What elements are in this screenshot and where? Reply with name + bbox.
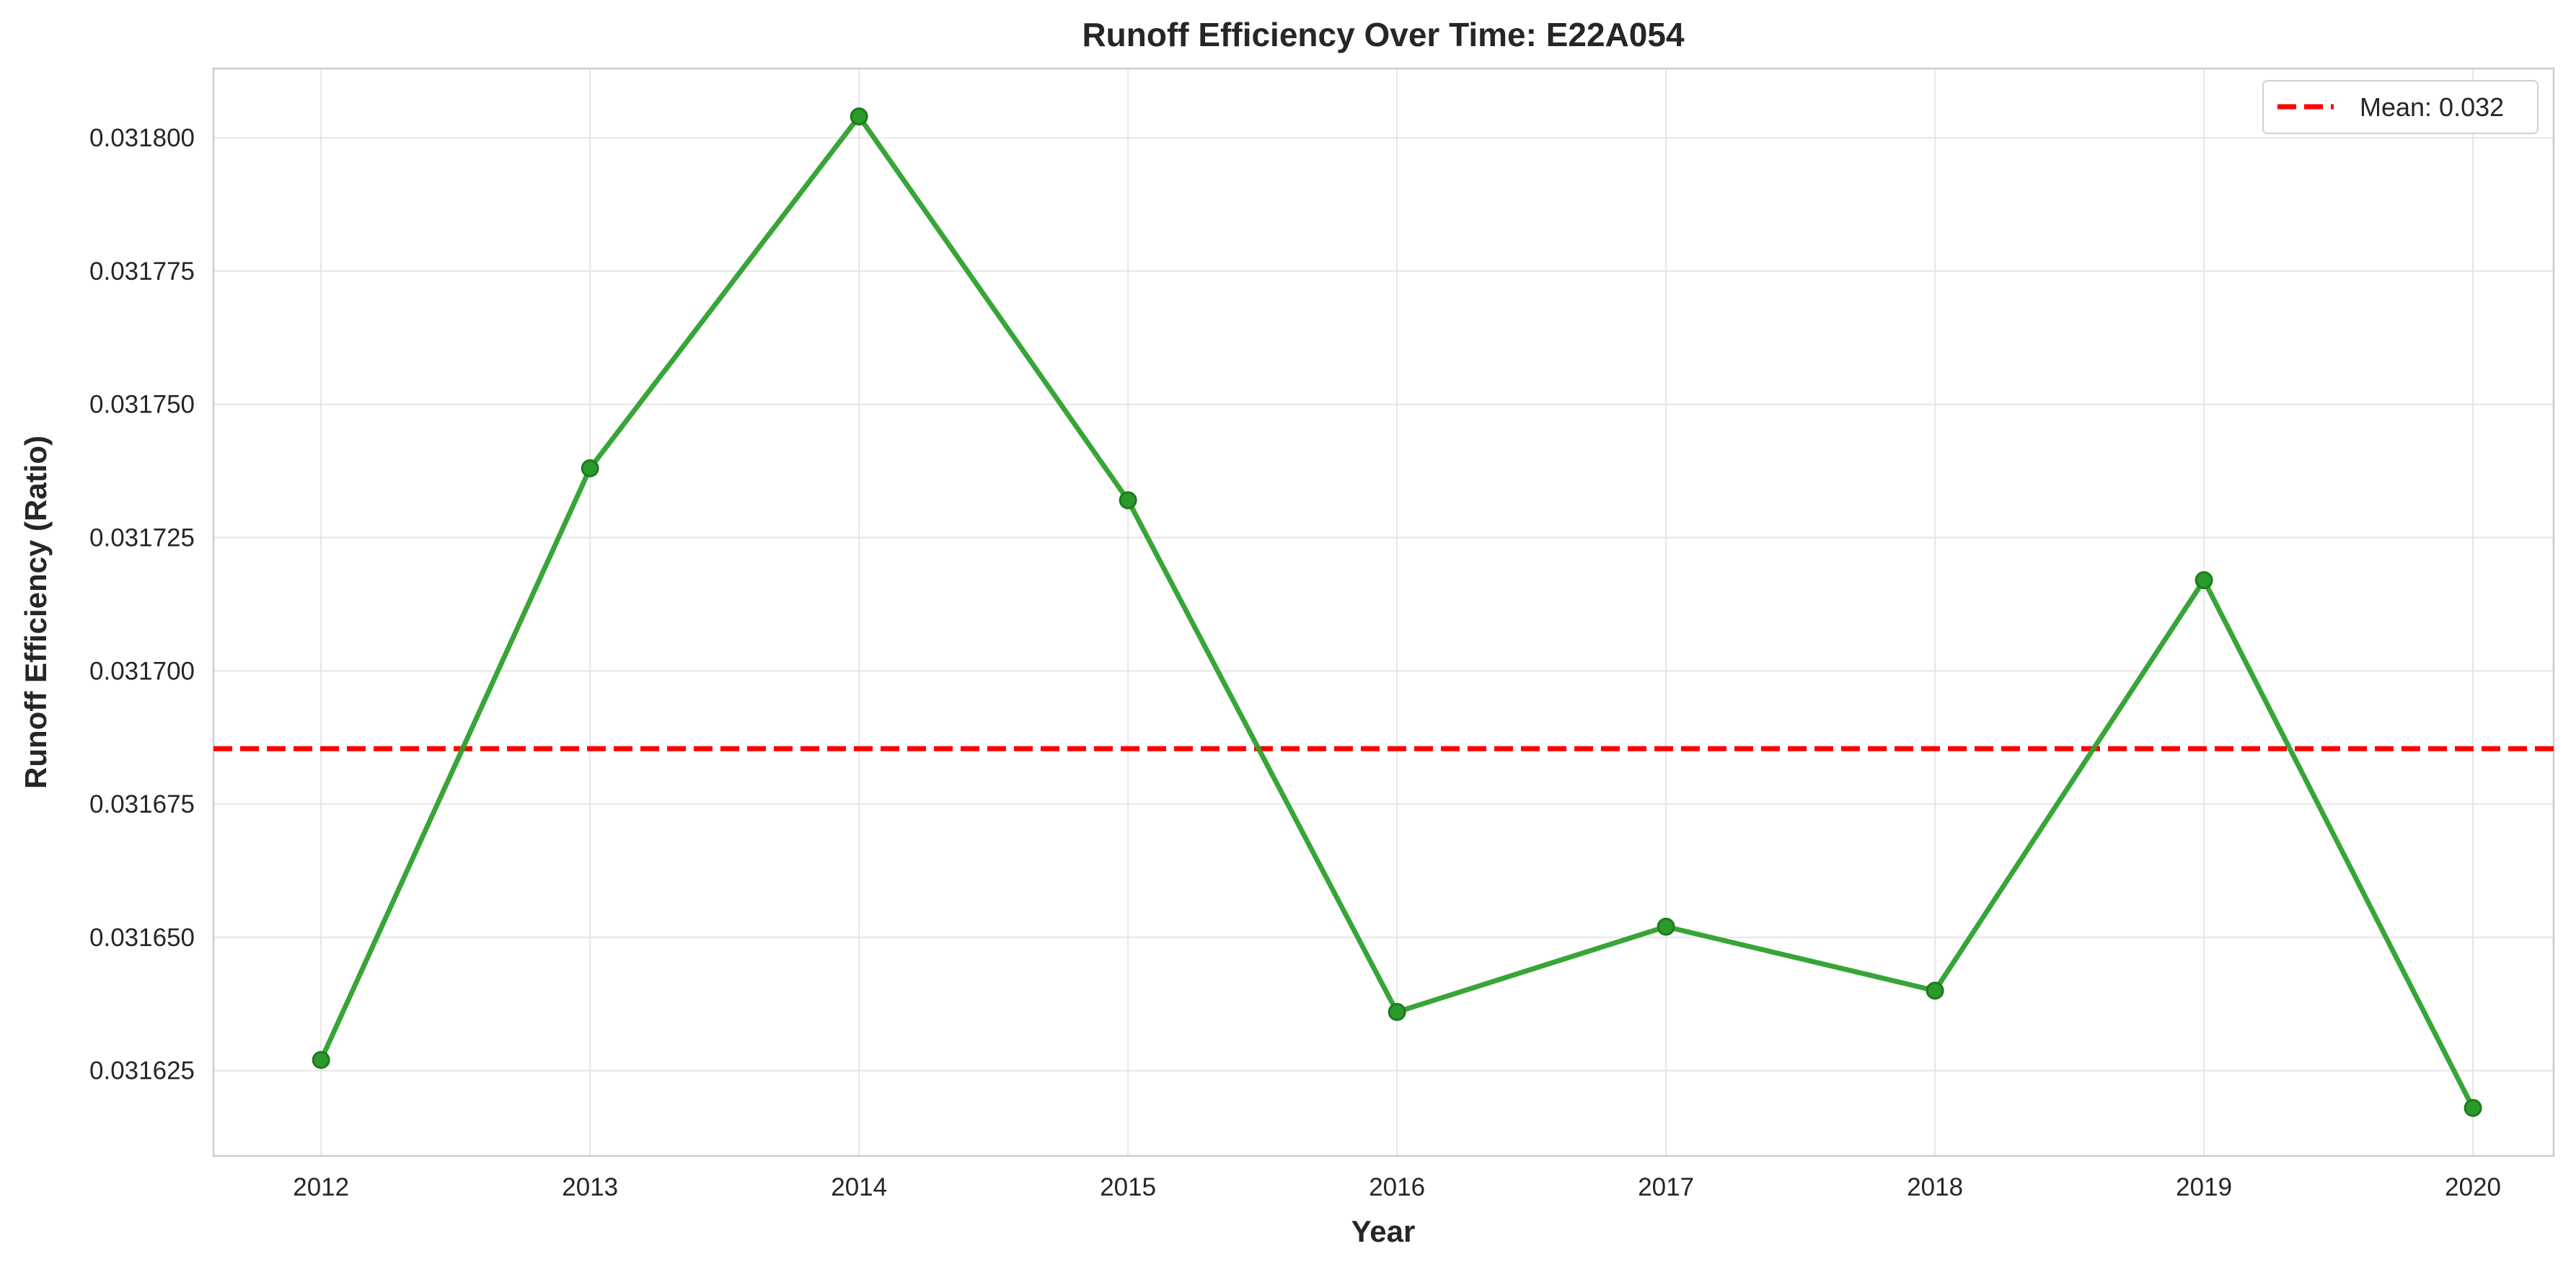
data-point (1926, 981, 1944, 1000)
x-tick-label: 2014 (831, 1173, 887, 1201)
x-tick-label: 2020 (2445, 1173, 2501, 1201)
legend-box (2262, 80, 2538, 134)
x-tick-label: 2013 (562, 1173, 618, 1201)
y-tick-label: 0.031625 (89, 1057, 195, 1085)
y-axis-label: Runoff Efficiency (Ratio) (19, 436, 53, 789)
y-tick-label: 0.031750 (89, 391, 195, 419)
data-point (2195, 571, 2213, 590)
y-tick-label: 0.031775 (89, 257, 195, 286)
legend-mean-label: Mean: 0.032 (2360, 92, 2504, 122)
data-point (1119, 491, 1137, 510)
y-tick-label: 0.031725 (89, 524, 195, 552)
x-tick-label: 2019 (2176, 1173, 2232, 1201)
x-tick-label: 2012 (293, 1173, 349, 1201)
data-point (850, 107, 868, 126)
y-tick-label: 0.031650 (89, 924, 195, 952)
data-point (2463, 1098, 2482, 1117)
x-tick-label: 2015 (1100, 1173, 1156, 1201)
x-axis-label: Year (1351, 1214, 1416, 1248)
chart-title: Runoff Efficiency Over Time: E22A054 (1082, 16, 1685, 53)
series-layer (312, 107, 2482, 1117)
data-point (1388, 1002, 1406, 1021)
y-tick-label: 0.031675 (89, 790, 195, 818)
x-tick-label: 2017 (1638, 1173, 1694, 1201)
legend: Mean: 0.032 (2262, 80, 2538, 134)
y-tick-label: 0.031800 (89, 124, 195, 152)
data-point (1657, 917, 1675, 936)
y-tick-label: 0.031700 (89, 657, 195, 685)
x-tick-label: 2016 (1369, 1173, 1425, 1201)
data-point (581, 459, 599, 477)
plot-frame (212, 67, 2555, 1157)
y-tick-labels: 0.031625 0.031650 0.031675 0.031700 0.031725… (89, 124, 195, 1085)
x-tick-labels: 2012 2013 2014 2015 2016 2017 2018 2019 2020 (293, 1173, 2501, 1201)
x-tick-label: 2018 (1907, 1173, 1963, 1201)
gridlines (213, 69, 2554, 1156)
data-point (312, 1051, 330, 1069)
